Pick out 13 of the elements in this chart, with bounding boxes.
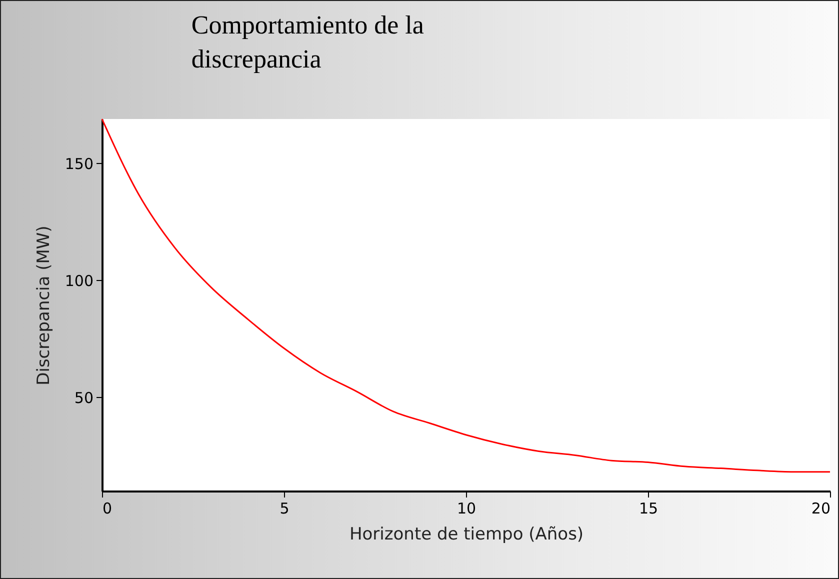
y-axis-title: Discrepancia (MW) bbox=[34, 226, 54, 386]
x-tick-label: 20 bbox=[811, 500, 830, 518]
x-tick-label: 5 bbox=[280, 500, 290, 518]
line-series bbox=[101, 118, 831, 473]
y-tick-label: 150 bbox=[64, 154, 94, 173]
x-tick-label: 0 bbox=[102, 500, 112, 518]
y-tick-label: 50 bbox=[74, 388, 94, 407]
text: Comportamiento de la bbox=[191, 10, 424, 40]
x-axis-title: Horizonte de tiempo (Años) bbox=[349, 524, 584, 544]
x-tick-label: 10 bbox=[456, 500, 476, 518]
y-tick-label: 100 bbox=[64, 272, 94, 290]
x-tick-label: 15 bbox=[638, 500, 658, 518]
text: discrepancia bbox=[191, 44, 322, 74]
